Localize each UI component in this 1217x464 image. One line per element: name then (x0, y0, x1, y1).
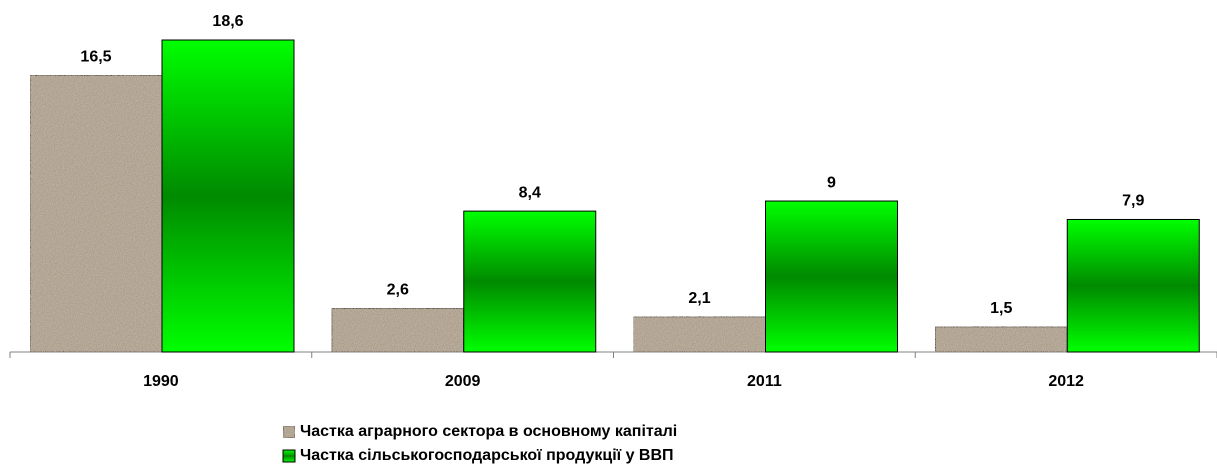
bar (331, 307, 465, 353)
bar (463, 210, 597, 353)
data-label: 1,5 (990, 300, 1012, 317)
data-label: 8,4 (519, 184, 541, 201)
bar (161, 39, 295, 353)
legend-swatch (282, 425, 296, 439)
data-label: 7,9 (1122, 193, 1144, 210)
data-label: 2,1 (688, 290, 710, 307)
x-tick-label: 2011 (747, 373, 782, 390)
x-tick-label: 2012 (1048, 373, 1084, 390)
x-tick-label: 1990 (143, 373, 179, 390)
data-label: 9 (827, 174, 836, 191)
legend-swatch (282, 449, 296, 463)
legend-label: Частка сільськогосподарської продукції у… (300, 447, 674, 464)
data-label: 2,6 (387, 282, 409, 299)
bar (765, 200, 898, 353)
data-label: 18,6 (212, 13, 243, 30)
x-tick-label: 2009 (445, 373, 481, 390)
data-label: 16,5 (80, 48, 111, 65)
bar (934, 326, 1068, 353)
bar (1066, 218, 1200, 353)
bar (633, 316, 766, 353)
bar (29, 74, 163, 353)
legend-label: Частка аграрного сектора в основному кап… (300, 423, 677, 440)
